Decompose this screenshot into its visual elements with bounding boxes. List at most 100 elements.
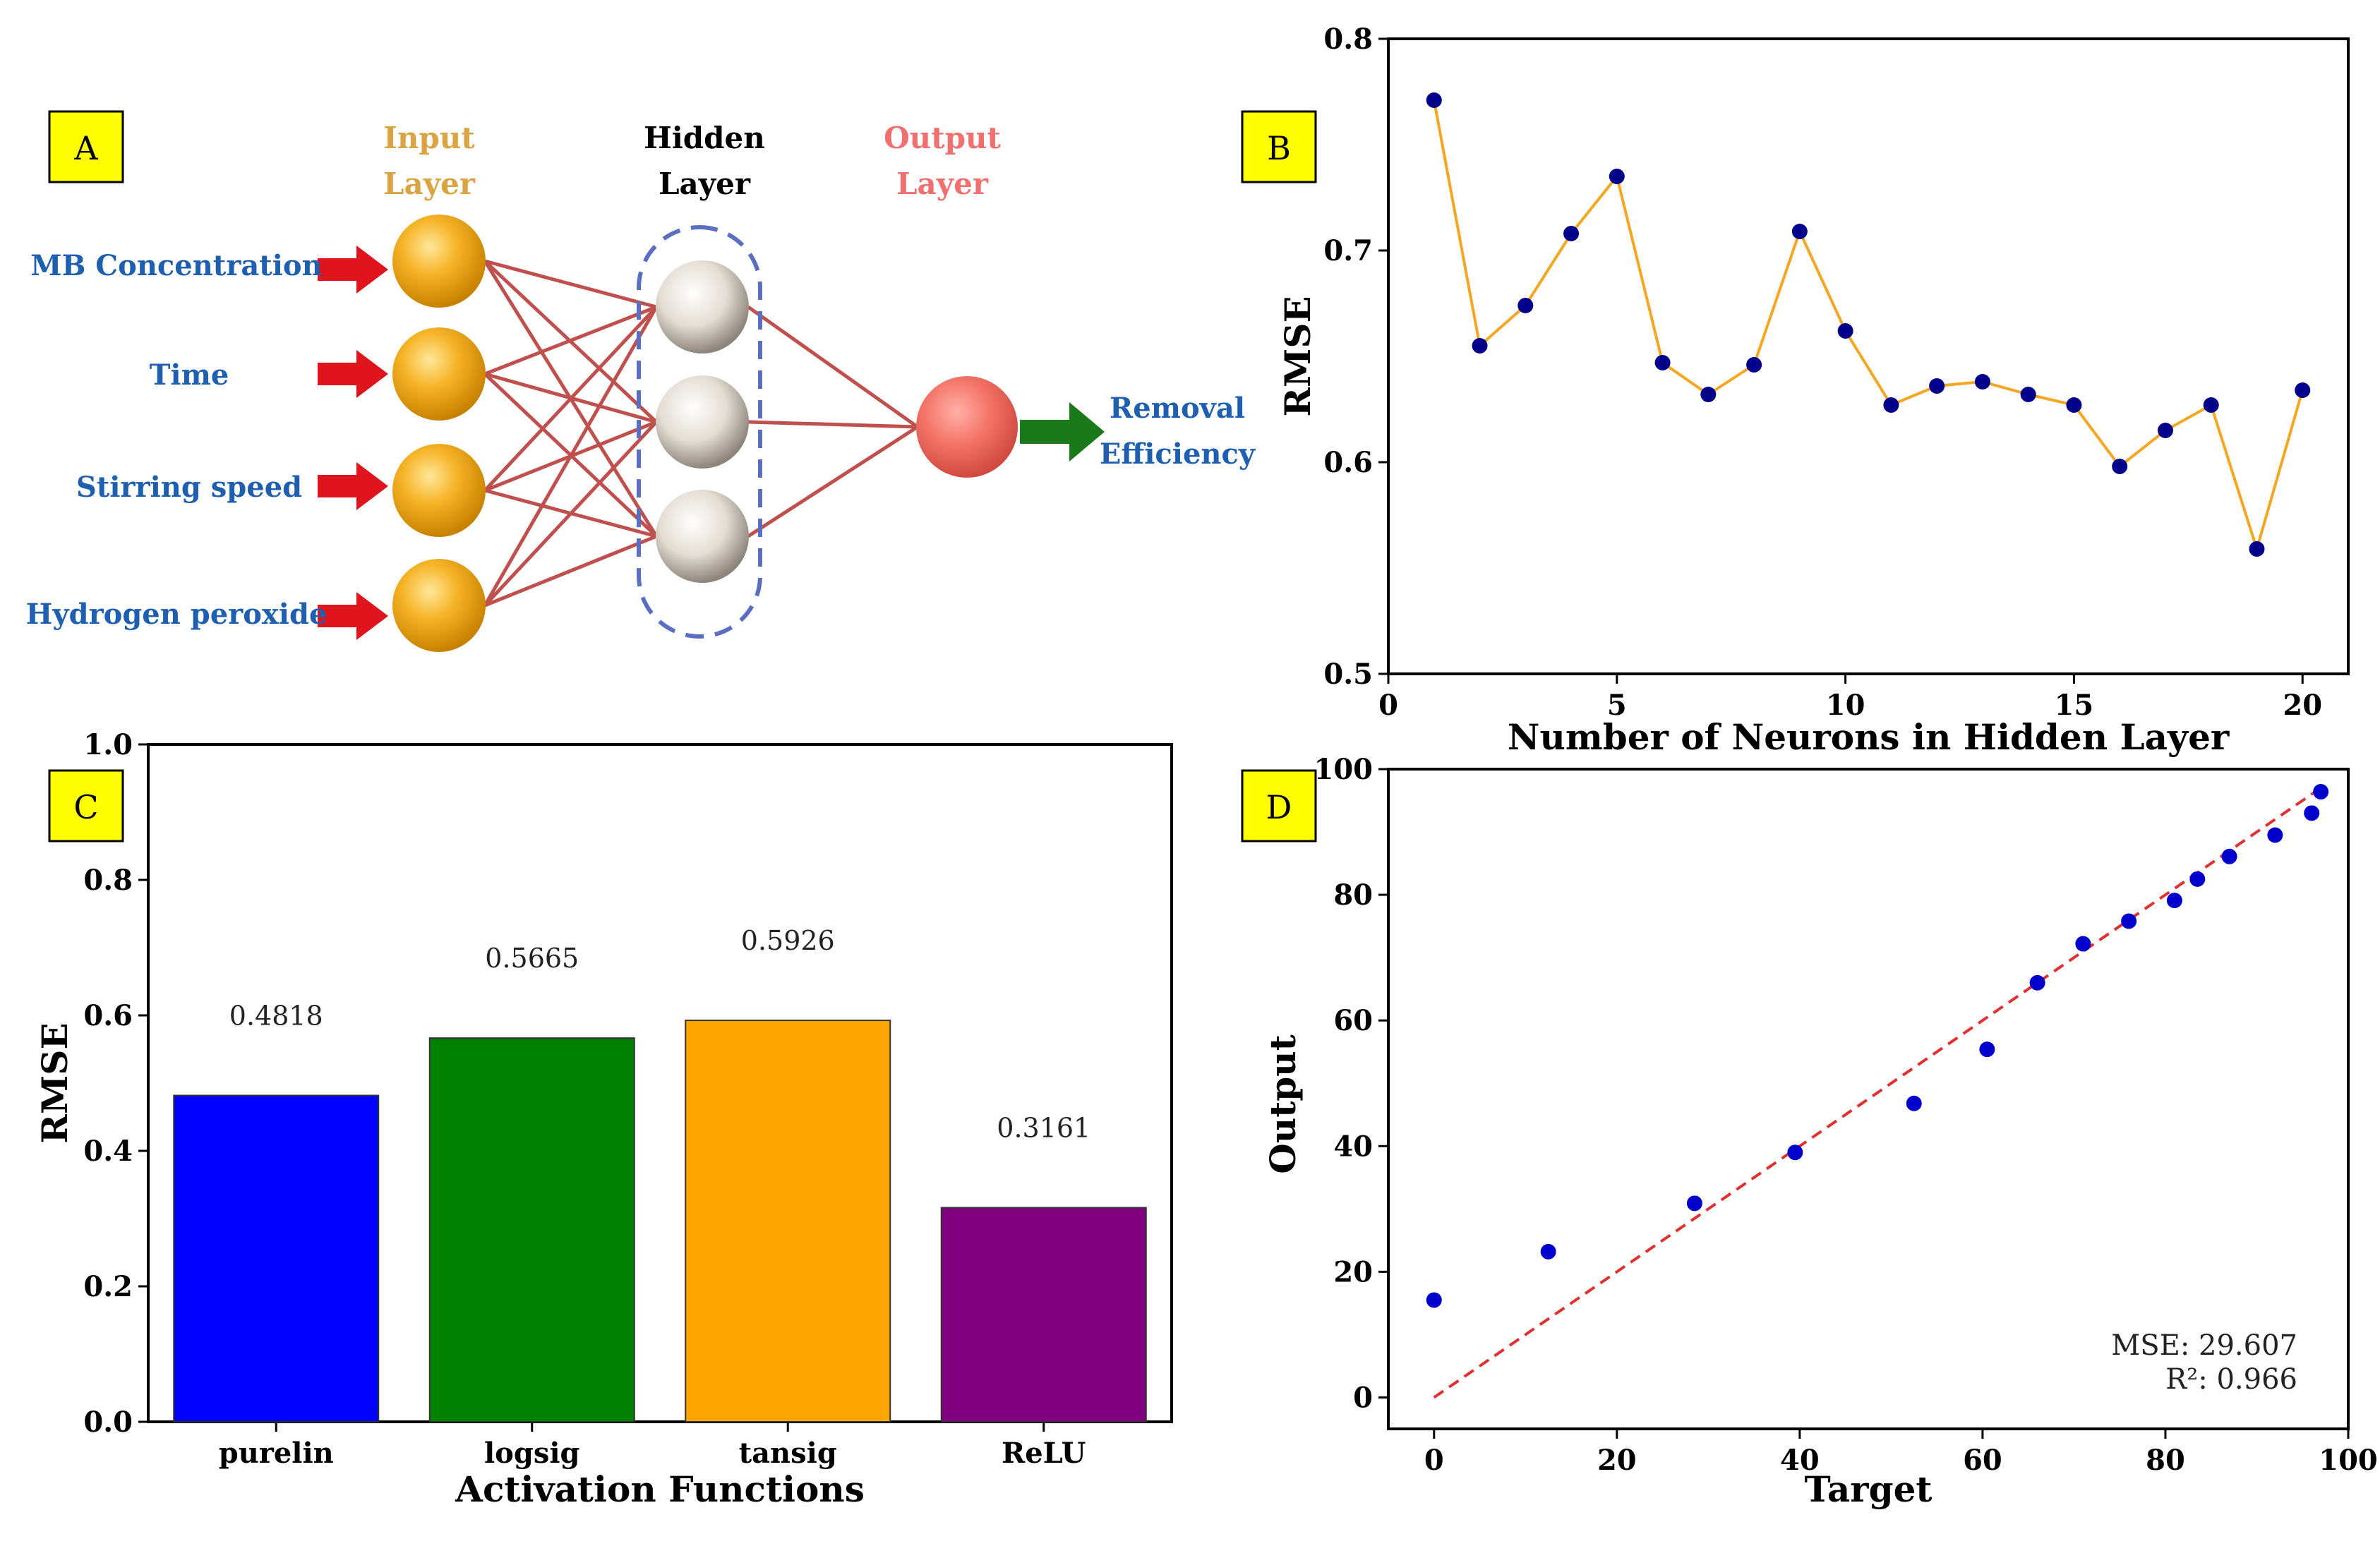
panel-b-point <box>1517 298 1534 313</box>
panel-d-x-tick-label: 20 <box>1597 1444 1637 1477</box>
output-neuron <box>916 376 1018 478</box>
panel-b-point <box>1472 338 1488 354</box>
panel-b-point <box>1791 224 1808 239</box>
panel-b-point <box>1746 357 1762 373</box>
input-label-time: Time <box>150 358 229 392</box>
panel-d-point <box>1787 1145 1803 1161</box>
panel-c-plot-frame <box>147 743 1173 1423</box>
panel-c-y-tick-label: 0.4 <box>83 1135 133 1168</box>
panel-d-point <box>2029 974 2045 991</box>
panel-c-value-label: 0.4818 <box>229 1000 323 1031</box>
panel-d-y-tick-label: 20 <box>1333 1255 1373 1288</box>
panel-c-bar-logsig <box>428 1037 635 1423</box>
panel-c-bars: 0.4818 0.5665 0.5926 0.3161 <box>173 925 1147 1423</box>
panel-c-ticks: 0.0 0.2 0.4 0.6 0.8 1.0 purelin logsig tansig ReL… <box>83 728 1086 1470</box>
panel-d-points <box>1426 784 2329 1308</box>
panel-c-y-tick-label: 0.6 <box>83 999 133 1032</box>
panel-c-bar-relu <box>940 1207 1147 1423</box>
panel-b-y-tick-label: 0.5 <box>1323 658 1373 691</box>
panel-c-value-label: 0.5665 <box>485 943 579 974</box>
panel-d-point <box>2267 827 2283 843</box>
panel-d-x-axis-title: Target <box>1804 1468 1932 1510</box>
panel-c-value-label: 0.3161 <box>997 1113 1090 1144</box>
panel-d-x-tick-label: 100 <box>2319 1444 2378 1477</box>
panel-d-x-tick-label: 40 <box>1780 1444 1820 1477</box>
panel-d-reference-line <box>1433 787 2322 1399</box>
panel-b-point <box>1563 226 1580 241</box>
panel-c-x-tick-label: purelin <box>219 1437 334 1470</box>
panel-d-r2-annotation: R²: 0.966 <box>2165 1363 2297 1396</box>
panel-d-mse-annotation: MSE: 29.607 <box>2111 1329 2297 1362</box>
panel-c-y-tick-label: 1.0 <box>83 728 133 761</box>
panel-b-point <box>2157 423 2173 438</box>
output-layer-title-line1: Output <box>884 121 1001 155</box>
panel-d-point <box>2313 784 2329 800</box>
panel-b-y-tick-label: 0.6 <box>1323 446 1373 479</box>
panel-a-network-diagram: A Input Layer Hidden Layer Output Layer <box>26 110 1256 652</box>
panel-d-label-box <box>1241 769 1317 843</box>
panel-d-y-tick-label: 0 <box>1353 1381 1373 1414</box>
input-label-mb-concentration: MB Concentration <box>30 249 322 282</box>
panel-b-x-tick-label: 10 <box>1826 689 1865 722</box>
panel-b-point <box>2112 459 2128 474</box>
panel-c-bar-tansig <box>685 1020 891 1423</box>
panel-b-point <box>2295 382 2311 398</box>
input-arrows <box>318 246 388 640</box>
panel-c-bar-chart: C 0.0 0.2 0.4 0.6 0.8 1.0 purelin logsig tansig R… <box>34 728 1173 1510</box>
input-layer-title-line2: Layer <box>383 167 476 201</box>
panel-d-point <box>2221 848 2237 864</box>
panel-c-y-axis-title: RMSE <box>34 1022 76 1143</box>
panel-b-x-axis-title: Number of Neurons in Hidden Layer <box>1508 716 2230 758</box>
panel-d-x-tick-label: 0 <box>1424 1444 1444 1477</box>
panel-b-point <box>1654 355 1671 370</box>
panel-d-label: D <box>1266 788 1292 826</box>
panel-b-point <box>2020 387 2036 402</box>
panel-b-point <box>1700 387 1717 402</box>
panel-d-point <box>2121 913 2137 929</box>
input-neuron-1 <box>392 215 486 308</box>
panel-b-point <box>1929 378 1945 394</box>
input-label-stirring-speed: Stirring speed <box>76 471 302 504</box>
panel-c-bar-purelin <box>173 1094 380 1423</box>
panel-b-x-tick-label: 20 <box>2283 689 2322 722</box>
panel-d-y-axis-title: Output <box>1262 1034 1304 1173</box>
panel-d-point <box>1686 1195 1702 1212</box>
panel-b-line-chart: B 0 5 10 15 20 0.5 0.6 0.7 0.8 Number of Neurons… <box>1241 23 2350 758</box>
output-layer-title-line2: Layer <box>896 167 989 201</box>
panel-b-plot-frame <box>1387 37 2350 675</box>
panel-c-label: C <box>73 788 98 826</box>
panel-b-x-tick-label: 0 <box>1378 689 1398 722</box>
output-label-line2: Efficiency <box>1100 437 1256 471</box>
panel-c-y-tick-label: 0.2 <box>83 1270 133 1303</box>
panel-c-x-axis-title: Activation Functions <box>455 1468 865 1510</box>
panel-d-point <box>2189 871 2206 887</box>
hidden-neuron-3 <box>656 490 749 583</box>
hidden-layer-title-line1: Hidden <box>644 121 765 155</box>
panel-c-label-box <box>48 769 124 843</box>
hidden-neuron-2 <box>656 375 749 469</box>
panel-d-point <box>2166 893 2182 909</box>
input-neuron-2 <box>392 327 486 421</box>
network-connections <box>483 259 919 608</box>
panel-b-point <box>1837 323 1853 339</box>
panel-d-point <box>1979 1041 1995 1058</box>
panel-d-x-tick-label: 80 <box>2146 1444 2185 1477</box>
panel-d-y-tick-label: 80 <box>1333 878 1373 912</box>
input-layer-title-line1: Input <box>383 121 475 155</box>
panel-d-y-tick-label: 40 <box>1333 1130 1373 1163</box>
panel-b-point <box>1974 374 1990 389</box>
panel-b-point <box>2066 397 2082 413</box>
panel-b-label: B <box>1267 129 1291 167</box>
hidden-layer-outline <box>637 225 762 639</box>
panel-b-y-axis-title: RMSE <box>1277 296 1318 416</box>
panel-d-x-tick-label: 60 <box>1963 1444 2002 1477</box>
input-neuron-3 <box>392 444 486 537</box>
panel-b-series-line <box>1432 99 2304 554</box>
panel-c-y-tick-label: 0.0 <box>83 1406 133 1439</box>
panel-b-point <box>1883 397 1899 413</box>
panel-c-x-tick-label: ReLU <box>1002 1437 1086 1470</box>
panel-c-x-tick-label: tansig <box>739 1437 837 1470</box>
panel-b-x-tick-label: 5 <box>1607 689 1627 722</box>
panel-a-label: A <box>73 129 98 167</box>
panel-d-point <box>2075 936 2091 952</box>
